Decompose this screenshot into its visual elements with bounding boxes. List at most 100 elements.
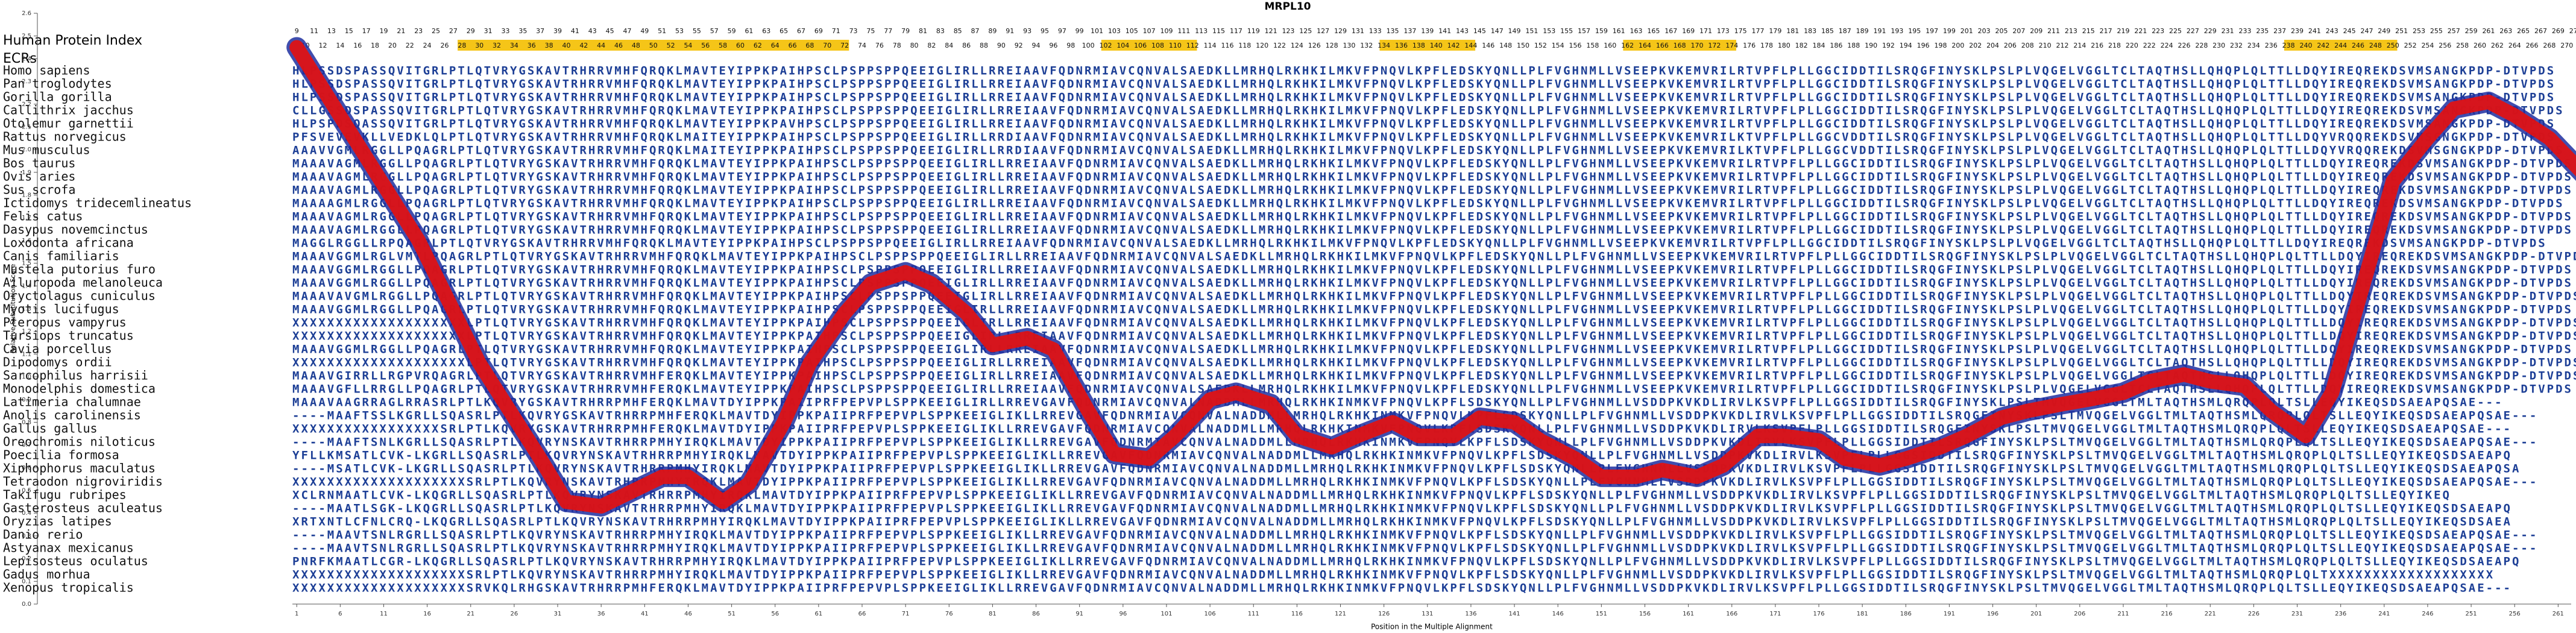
index-number: 51 bbox=[658, 27, 666, 35]
index-number: 102 bbox=[1099, 42, 1112, 49]
index-number: 216 bbox=[2091, 42, 2103, 49]
index-number: 48 bbox=[632, 42, 640, 49]
index-number: 175 bbox=[1734, 27, 1747, 35]
sequence: ----MAAVTSNLRGRLLSQASRLPTLKQVRYNSKAVTRHR… bbox=[292, 529, 2536, 542]
index-number: 31 bbox=[484, 27, 493, 35]
x-tick-label: 241 bbox=[2378, 611, 2390, 617]
index-number: 57 bbox=[710, 27, 719, 35]
index-number: 80 bbox=[910, 42, 919, 49]
y-tick-label: 2.0 bbox=[22, 146, 31, 153]
index-number: 259 bbox=[2465, 27, 2478, 35]
index-number: 244 bbox=[2334, 42, 2347, 49]
index-number: 58 bbox=[719, 42, 727, 49]
index-number: 81 bbox=[919, 27, 927, 35]
species-name: Tetraodon nigroviridis bbox=[3, 474, 163, 489]
ecr-highlight bbox=[1623, 40, 1736, 51]
index-number: 225 bbox=[2169, 27, 2182, 35]
index-number: 145 bbox=[1473, 27, 1486, 35]
index-number: 70 bbox=[823, 42, 831, 49]
index-number: 32 bbox=[493, 42, 501, 49]
index-number: 253 bbox=[2413, 27, 2425, 35]
y-tick-label: 0.9 bbox=[22, 397, 31, 403]
index-number: 71 bbox=[832, 27, 840, 35]
index-number: 35 bbox=[518, 27, 527, 35]
species-name: Astyanax mexicanus bbox=[3, 541, 134, 555]
index-number: 147 bbox=[1491, 27, 1504, 35]
x-tick-label: 256 bbox=[2509, 611, 2521, 617]
index-number: 124 bbox=[1291, 42, 1303, 49]
index-number: 235 bbox=[2256, 27, 2269, 35]
sequence: ----MSATLCVK-LKGRLLSQASRLPTLKQVRYNSKAVTR… bbox=[292, 462, 2519, 476]
index-number: 54 bbox=[684, 42, 692, 49]
index-number: 144 bbox=[1464, 42, 1477, 49]
index-number: 163 bbox=[1630, 27, 1643, 35]
index-number: 52 bbox=[667, 42, 675, 49]
index-number: 201 bbox=[1960, 27, 1973, 35]
index-number: 191 bbox=[1874, 27, 1886, 35]
index-number: 172 bbox=[1708, 42, 1721, 49]
species-name: Xenopus tropicalis bbox=[3, 581, 134, 595]
index-number: 193 bbox=[1891, 27, 1903, 35]
index-number: 83 bbox=[936, 27, 945, 35]
index-number: 234 bbox=[2247, 42, 2260, 49]
index-number: 159 bbox=[1595, 27, 1608, 35]
x-tick-label: 251 bbox=[2466, 611, 2477, 617]
index-number: 103 bbox=[1108, 27, 1121, 35]
y-tick-label: 2.3 bbox=[22, 78, 31, 85]
index-number: 135 bbox=[1387, 27, 1399, 35]
index-number: 29 bbox=[467, 27, 475, 35]
species-name: Latimeria chalumnae bbox=[3, 395, 141, 409]
index-number: 213 bbox=[2065, 27, 2077, 35]
x-tick-label: 156 bbox=[1639, 611, 1651, 617]
index-number: 153 bbox=[1543, 27, 1555, 35]
index-number: 242 bbox=[2317, 42, 2329, 49]
index-number: 82 bbox=[927, 42, 936, 49]
index-number: 265 bbox=[2517, 27, 2530, 35]
species-name: Oryctolagus cuniculus bbox=[3, 289, 156, 303]
y-tick-label: 2.1 bbox=[22, 124, 31, 130]
index-number: 134 bbox=[1378, 42, 1390, 49]
sequence: CLLGSSDSPASSQVITGRLPTLQTVRYGSKAVTRHRRVMH… bbox=[292, 104, 2563, 118]
index-number: 230 bbox=[2212, 42, 2225, 49]
index-label: Human Protein Index bbox=[3, 33, 142, 48]
species-name: Sarcophilus harrisii bbox=[3, 368, 148, 383]
x-tick-label: 111 bbox=[1248, 611, 1259, 617]
index-number: 60 bbox=[736, 42, 745, 49]
index-number: 63 bbox=[762, 27, 770, 35]
index-number: 66 bbox=[789, 42, 797, 49]
x-tick-label: 181 bbox=[1857, 611, 1868, 617]
x-tick-label: 51 bbox=[728, 611, 735, 617]
index-number: 106 bbox=[1134, 42, 1147, 49]
index-number: 79 bbox=[901, 27, 910, 35]
index-number: 105 bbox=[1126, 27, 1138, 35]
index-number: 257 bbox=[2448, 27, 2460, 35]
index-number: 222 bbox=[2143, 42, 2156, 49]
index-number: 44 bbox=[597, 42, 605, 49]
x-tick-label: 76 bbox=[945, 611, 953, 617]
index-number: 243 bbox=[2326, 27, 2338, 35]
index-number: 98 bbox=[1066, 42, 1075, 49]
species-name: Ailuropoda melanoleuca bbox=[3, 276, 163, 290]
index-number: 45 bbox=[606, 27, 614, 35]
index-number: 130 bbox=[1343, 42, 1355, 49]
index-number: 84 bbox=[945, 42, 953, 49]
index-number: 64 bbox=[771, 42, 779, 49]
species-name: Ictidomys tridecemlineatus bbox=[3, 196, 192, 210]
species-name: Felis catus bbox=[3, 209, 83, 224]
index-number: 151 bbox=[1525, 27, 1538, 35]
y-tick-label: 1.9 bbox=[22, 169, 31, 176]
index-number: 128 bbox=[1326, 42, 1338, 49]
index-number: 250 bbox=[2387, 42, 2399, 49]
index-number: 161 bbox=[1613, 27, 1625, 35]
index-number: 224 bbox=[2161, 42, 2173, 49]
index-number: 183 bbox=[1804, 27, 1816, 35]
index-number: 55 bbox=[693, 27, 701, 35]
index-number: 12 bbox=[318, 42, 327, 49]
index-number: 26 bbox=[440, 42, 449, 49]
sequence: AAAVVGMLRGGLLPQAGRLPTLQTVRYGSKAVTRHRRVMH… bbox=[292, 144, 2563, 157]
index-number: 21 bbox=[397, 27, 405, 35]
y-tick-label: 1.6 bbox=[22, 238, 31, 244]
index-number: 139 bbox=[1421, 27, 1434, 35]
index-number: 179 bbox=[1769, 27, 1781, 35]
index-number: 168 bbox=[1674, 42, 1686, 49]
